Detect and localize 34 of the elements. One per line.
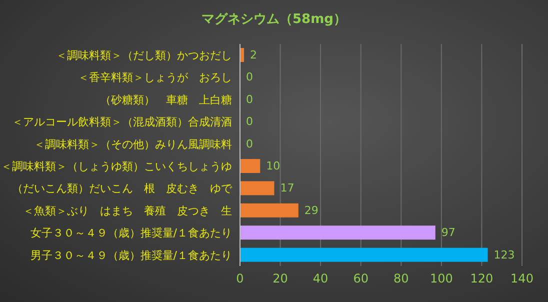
chart-title: マグネシウム（58mg） bbox=[200, 11, 348, 28]
y-tick-label: ＜香辛料類＞しょうが おろし bbox=[78, 71, 232, 84]
data-label: 0 bbox=[246, 137, 253, 150]
data-label: 29 bbox=[304, 204, 318, 217]
bar bbox=[240, 248, 488, 262]
x-tick-label: 140 bbox=[510, 272, 534, 286]
y-tick-label: ＜調味料類＞（しょうゆ類）こいくちしょうゆ bbox=[1, 160, 232, 174]
bar bbox=[240, 159, 260, 173]
x-tick-label: 80 bbox=[394, 272, 409, 286]
data-label: 2 bbox=[250, 48, 258, 62]
y-tick-label: ＜魚類＞ぶり はまち 養殖 皮つき 生 bbox=[23, 204, 232, 218]
x-tick-label: 60 bbox=[353, 272, 368, 286]
bar bbox=[240, 226, 436, 240]
data-label: 0 bbox=[246, 92, 253, 106]
data-label: 17 bbox=[280, 182, 294, 195]
data-label: 10 bbox=[266, 160, 280, 172]
y-tick-label: 男子３０～４９（歳）推奨量/１食あたり bbox=[30, 248, 232, 262]
x-tick-label: 0 bbox=[236, 272, 244, 286]
x-tick-label: 40 bbox=[312, 272, 328, 286]
bar bbox=[240, 203, 298, 218]
x-tick-label: 20 bbox=[272, 272, 288, 286]
y-tick-label: ＜調味料類＞（その他）みりん風調味料 bbox=[34, 138, 232, 151]
data-label: 123 bbox=[494, 248, 515, 262]
y-tick-label: （だいこん類）だいこん 根 皮むき ゆで bbox=[12, 182, 233, 196]
data-label: 0 bbox=[246, 70, 253, 84]
bar bbox=[240, 181, 274, 196]
y-tick-label: 女子３０～４９（歳）推奨量/１食あたり bbox=[30, 226, 232, 240]
x-tick-label: 120 bbox=[470, 272, 494, 286]
x-tick-label: 100 bbox=[430, 272, 453, 286]
y-tick-label: （砂糖類） 車糖 上白糖 bbox=[100, 93, 232, 106]
y-tick-label: ＜調味料類＞（だし類）かつおだし bbox=[56, 49, 232, 62]
data-label: 0 bbox=[246, 115, 253, 128]
y-tick-label: ＜アルコール飲料類＞（混成酒類）合成清酒 bbox=[12, 116, 232, 129]
data-label: 97 bbox=[441, 226, 456, 240]
